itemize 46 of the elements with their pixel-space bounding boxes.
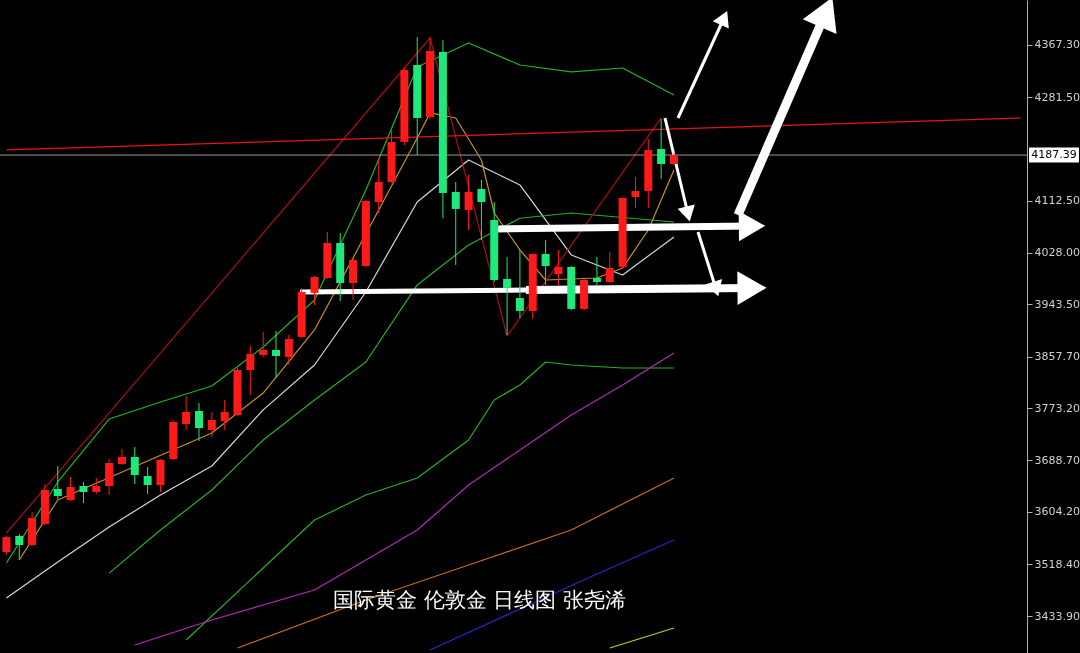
ref-line-label: 4187.39 [1031,148,1077,162]
candlestick [182,395,191,431]
candlestick [657,118,666,180]
candlestick [284,334,293,366]
candlestick [15,533,24,561]
candlestick [503,256,512,336]
candlestick [194,402,203,442]
candlestick [541,239,550,286]
candlestick [105,458,114,496]
y-tick-label: 3433.90 [1034,609,1080,623]
y-tick-label: 3518.40 [1034,557,1080,571]
candlestick [374,157,383,214]
candlestick [272,330,281,379]
candlestick [207,411,216,438]
candlestick [349,257,358,301]
candlestick [53,465,62,500]
candlestick [310,275,319,306]
line-series [236,477,675,649]
line-series [18,112,675,561]
y-tick-label: 4112.50 [1034,194,1080,208]
candlestick [79,481,88,504]
candlestick [554,249,563,287]
candlestick [631,176,640,209]
line-series [108,212,675,574]
candlestick [592,256,601,286]
y-tick-label: 4367.30 [1034,38,1080,52]
candlestick [464,174,473,231]
y-tick-label: 3604.20 [1034,505,1080,519]
candlestick [130,446,139,485]
candlestick [259,331,268,358]
candlestick [2,535,11,556]
candlestick [515,249,524,319]
candlestick [220,399,229,431]
y-tick-label: 3857.70 [1034,350,1080,364]
y-tick-label: 3688.70 [1034,453,1080,467]
y-tick-label: 4028.00 [1034,246,1080,260]
candlestick [66,476,75,502]
candlestick [477,179,486,241]
y-tick-label: 3943.50 [1034,297,1080,311]
candlestick [605,251,614,284]
y-tick-label: 3773.20 [1034,401,1080,415]
y-tick-label: 4281.50 [1034,90,1080,104]
candlestick [246,345,255,396]
candlestick [117,448,126,466]
candlestick [143,466,152,495]
candlestick [451,181,460,266]
